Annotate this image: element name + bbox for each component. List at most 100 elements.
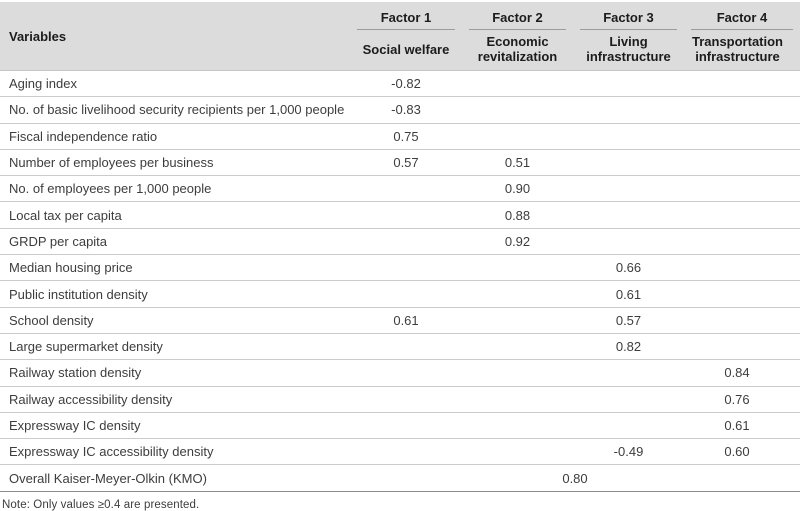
table-row: Public institution density 0.61: [0, 280, 800, 308]
table-row: School density 0.61 0.57: [0, 307, 800, 334]
row-label: Aging index: [0, 70, 350, 98]
table-row: Local tax per capita 0.88: [0, 201, 800, 229]
factor1-value: 0.61: [350, 307, 462, 334]
factor2-header-label: Factor 2: [469, 2, 566, 30]
row-label: Local tax per capita: [0, 201, 350, 229]
factor1-value: [350, 438, 462, 466]
table-row: Number of employees per business 0.57 0.…: [0, 149, 800, 177]
factor4-value: 0.61: [684, 412, 800, 440]
factor2-value: 0.51: [462, 149, 573, 177]
factor2-value: [462, 70, 573, 98]
factor3-value: [573, 175, 684, 203]
table-row: Large supermarket density 0.82: [0, 333, 800, 361]
factor1-value: 0.57: [350, 149, 462, 177]
factor4-value: [684, 254, 800, 282]
row-label: Public institution density: [0, 280, 350, 308]
factor1-value: [350, 412, 462, 440]
row-label: Railway station density: [0, 359, 350, 387]
kmo-label: Overall Kaiser-Meyer-Olkin (KMO): [0, 464, 350, 492]
table-row: No. of basic livelihood security recipie…: [0, 96, 800, 124]
factor1-header: Factor 1: [350, 2, 462, 32]
factor1-value: [350, 228, 462, 256]
factor4-value: [684, 123, 800, 150]
row-label: Expressway IC accessibility density: [0, 438, 350, 466]
table-row: Expressway IC accessibility density -0.4…: [0, 438, 800, 466]
factor4-value: [684, 280, 800, 308]
table-row: Aging index -0.82: [0, 70, 800, 98]
factor1-value: [350, 333, 462, 361]
table-row: Expressway IC density 0.61: [0, 412, 800, 440]
factor2-value: 0.92: [462, 228, 573, 256]
factor3-value: [573, 123, 684, 150]
factor4-value: 0.76: [684, 386, 800, 413]
factor2-value: [462, 96, 573, 124]
factor4-value: [684, 70, 800, 98]
factor2-value: [462, 333, 573, 361]
table-row: No. of employees per 1,000 people 0.90: [0, 175, 800, 203]
factor3-value: 0.82: [573, 333, 684, 361]
factor4-header: Factor 4: [684, 2, 800, 32]
table-row: Railway station density 0.84: [0, 359, 800, 387]
factor2-value: [462, 123, 573, 150]
factor4-value: 0.60: [684, 438, 800, 466]
factor3-value: -0.49: [573, 438, 684, 466]
factor4-value: [684, 307, 800, 334]
factor4-value: [684, 333, 800, 361]
table-row: Fiscal independence ratio 0.75: [0, 123, 800, 150]
row-label: No. of employees per 1,000 people: [0, 175, 350, 203]
row-label: Number of employees per business: [0, 149, 350, 177]
factor3-value: [573, 70, 684, 98]
factor3-header: Factor 3: [573, 2, 684, 32]
factor-loadings-table: Variables Factor 1 Factor 2 Factor 3 Fac…: [0, 2, 800, 492]
table-header: Variables Factor 1 Factor 2 Factor 3 Fac…: [0, 2, 800, 71]
factor2-value: 0.90: [462, 175, 573, 203]
factor3-value: [573, 201, 684, 229]
factor1-value: 0.75: [350, 123, 462, 150]
row-label: Median housing price: [0, 254, 350, 282]
factor3-value: [573, 359, 684, 387]
factor2-value: [462, 386, 573, 413]
factor1-value: [350, 254, 462, 282]
factor3-value: [573, 96, 684, 124]
factor4-value: [684, 149, 800, 177]
factor4-subheader: Transportation infrastructure: [684, 32, 800, 71]
factor2-value: [462, 359, 573, 387]
factor3-value: 0.61: [573, 280, 684, 308]
factor3-value: 0.66: [573, 254, 684, 282]
row-label: No. of basic livelihood security recipie…: [0, 96, 350, 124]
factor4-value: 0.84: [684, 359, 800, 387]
factor1-value: [350, 280, 462, 308]
factor4-header-label: Factor 4: [691, 2, 793, 30]
factor1-value: -0.82: [350, 70, 462, 98]
row-label: Expressway IC density: [0, 412, 350, 440]
factor3-value: [573, 228, 684, 256]
factor2-value: 0.88: [462, 201, 573, 229]
table-note: Note: Only values ≥0.4 are presented.: [2, 498, 200, 511]
factor1-header-label: Factor 1: [357, 2, 455, 30]
factor1-value: [350, 175, 462, 203]
kmo-value: 0.80: [350, 464, 800, 492]
factor2-value: [462, 254, 573, 282]
factor1-value: [350, 201, 462, 229]
factor1-value: [350, 386, 462, 413]
factor2-header: Factor 2: [462, 2, 573, 32]
row-label: Railway accessibility density: [0, 386, 350, 413]
table-row: Railway accessibility density 0.76: [0, 386, 800, 413]
table-row: GRDP per capita 0.92: [0, 228, 800, 256]
factor4-value: [684, 96, 800, 124]
factor4-value: [684, 228, 800, 256]
factor1-value: [350, 359, 462, 387]
factor1-value: -0.83: [350, 96, 462, 124]
factor3-header-label: Factor 3: [580, 2, 677, 30]
factor2-value: [462, 438, 573, 466]
table-row: Median housing price 0.66: [0, 254, 800, 282]
factor2-value: [462, 280, 573, 308]
factor3-value: [573, 412, 684, 440]
factor3-value: [573, 149, 684, 177]
table-body: Aging index -0.82 No. of basic livelihoo…: [0, 70, 800, 492]
factor2-subheader: Economic revitalization: [462, 32, 573, 71]
variables-column-header: Variables: [0, 2, 350, 71]
factor3-value: 0.57: [573, 307, 684, 334]
factor4-value: [684, 201, 800, 229]
